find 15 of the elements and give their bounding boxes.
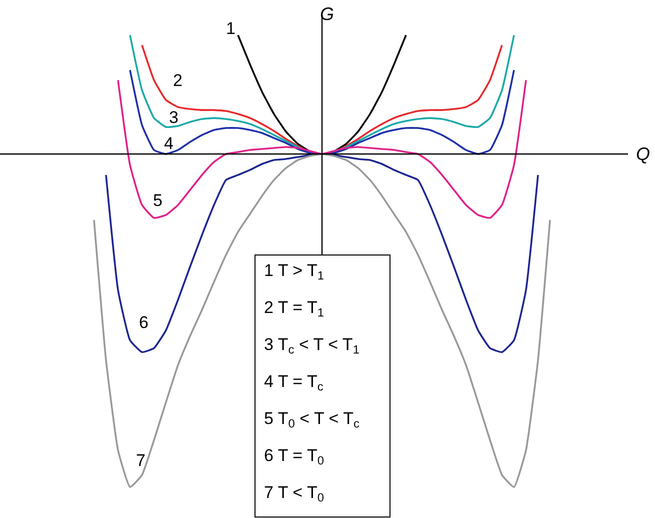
annotation: 6 T = T$_{0}$	[264, 446, 324, 468]
series-label: 7	[136, 451, 146, 470]
series-label: 1	[226, 19, 236, 38]
annotation: 7 T < T$_{0}$	[264, 483, 324, 505]
annotation: 1 T > T$_{1}$	[264, 261, 324, 283]
annotation: 3 T$_{c}$ < T < T$_{1}$	[264, 335, 360, 357]
series-label: 4	[164, 134, 174, 153]
series-label: 3	[169, 108, 178, 127]
x-axis-title: Q	[636, 144, 650, 164]
series-label: 2	[173, 71, 182, 90]
annotation: 4 T = T$_{c}$	[264, 372, 324, 394]
annotation: 2 T = T$_{1}$	[264, 298, 324, 320]
series-label: 5	[153, 191, 162, 210]
annotation: 5 T$_{0}$ < T < T$_{c}$	[264, 409, 360, 431]
series-label: 6	[139, 313, 148, 332]
